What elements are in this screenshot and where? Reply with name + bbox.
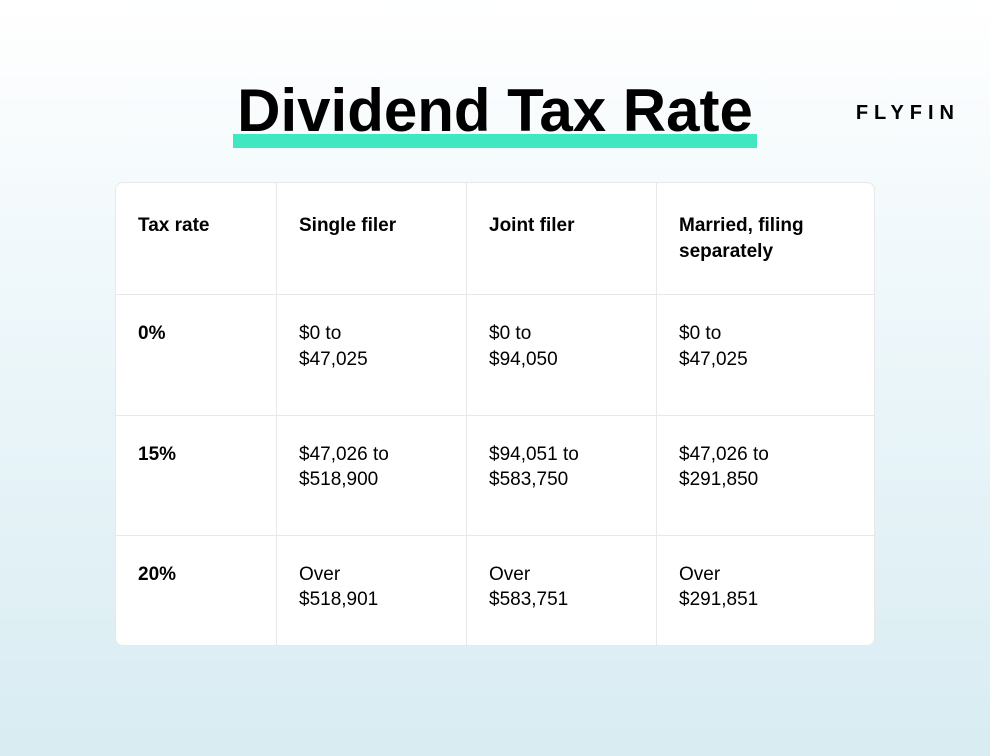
tax-rate-table: Tax rate Single filer Joint filer Marrie… [115, 182, 875, 646]
cell-joint: Over $583,751 [466, 536, 656, 645]
brand-logo: FLYFIN [856, 102, 960, 125]
page-title: Dividend Tax Rate [233, 78, 757, 144]
cell-joint: $0 to $94,050 [466, 295, 656, 414]
col-header-single: Single filer [276, 183, 466, 294]
cell-married-sep: $47,026 to $291,850 [656, 416, 875, 535]
table-row: 0% $0 to $47,025 $0 to $94,050 $0 to $47… [116, 294, 874, 414]
cell-joint: $94,051 to $583,750 [466, 416, 656, 535]
table-row: 20% Over $518,901 Over $583,751 Over $29… [116, 535, 874, 645]
cell-married-sep: Over $291,851 [656, 536, 875, 645]
cell-rate: 0% [116, 295, 276, 414]
table-header-row: Tax rate Single filer Joint filer Marrie… [116, 183, 874, 294]
col-header-rate: Tax rate [116, 183, 276, 294]
col-header-joint: Joint filer [466, 183, 656, 294]
cell-single: Over $518,901 [276, 536, 466, 645]
title-container: Dividend Tax Rate [0, 78, 990, 144]
cell-rate: 20% [116, 536, 276, 645]
cell-rate: 15% [116, 416, 276, 535]
cell-single: $47,026 to $518,900 [276, 416, 466, 535]
cell-single: $0 to $47,025 [276, 295, 466, 414]
table-row: 15% $47,026 to $518,900 $94,051 to $583,… [116, 415, 874, 535]
cell-married-sep: $0 to $47,025 [656, 295, 875, 414]
col-header-married-sep: Married, filing separately [656, 183, 875, 294]
